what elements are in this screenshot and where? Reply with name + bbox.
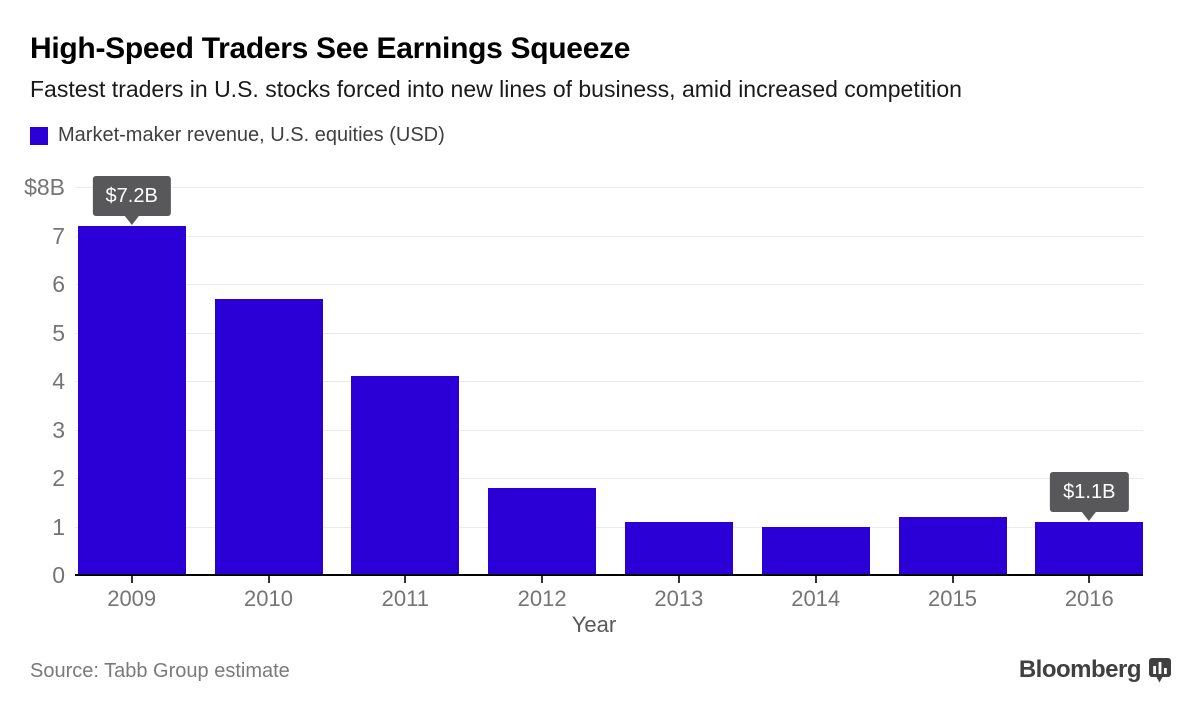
x-axis-tick	[267, 576, 270, 583]
y-axis-tick-label: 5	[52, 319, 65, 346]
gridline	[75, 478, 1143, 479]
bloomberg-chart-bubble-icon	[1149, 658, 1171, 683]
x-axis-title: Year	[571, 612, 617, 637]
value-callout: $7.2B	[92, 175, 171, 216]
y-axis-tick-label: 3	[52, 416, 65, 443]
x-axis-tick	[951, 576, 954, 583]
gridline	[75, 381, 1143, 382]
bar	[214, 298, 323, 574]
gridline	[75, 187, 1143, 188]
gridline	[75, 332, 1143, 334]
bar	[351, 376, 460, 574]
x-axis-tick	[814, 576, 817, 583]
y-axis-tick-label: 1	[52, 513, 65, 540]
x-axis-line	[75, 574, 1143, 576]
value-callout: $1.1B	[1050, 471, 1129, 512]
x-axis-tick	[404, 576, 407, 583]
y-axis-tick-label: 7	[52, 222, 65, 249]
gridline	[75, 429, 1143, 431]
bar	[761, 526, 870, 574]
bar	[1035, 521, 1144, 574]
bloomberg-logo: Bloomberg	[1019, 656, 1172, 684]
y-axis-tick-label: 6	[52, 271, 65, 297]
x-axis-tick-label: 2013	[654, 586, 704, 611]
bar	[77, 225, 186, 574]
gridline	[75, 235, 1143, 237]
x-axis-tick-label: 2014	[791, 586, 841, 611]
legend: Market-maker revenue, U.S. equities (USD…	[30, 124, 445, 147]
y-axis-tick-label: $8B	[24, 174, 65, 200]
chart-title: High-Speed Traders See Earnings Squeeze	[30, 32, 631, 65]
source-note: Source: Tabb Group estimate	[30, 660, 290, 682]
y-axis-tick-label: 2	[52, 465, 65, 491]
x-axis-tick-label: 2010	[244, 586, 293, 611]
bloomberg-wordmark: Bloomberg	[1018, 656, 1142, 683]
x-axis-tick-label: 2016	[1064, 586, 1114, 611]
bar	[898, 516, 1007, 574]
bar	[488, 487, 597, 574]
x-axis-tick	[1088, 576, 1091, 583]
gridline	[75, 284, 1143, 285]
y-axis-tick-label: 0	[52, 562, 65, 588]
chart-subtitle: Fastest traders in U.S. stocks forced in…	[30, 76, 962, 102]
x-axis-tick	[541, 576, 544, 583]
x-axis-tick-label: 2015	[928, 586, 977, 611]
y-axis-tick-label: 4	[52, 368, 65, 394]
x-axis-tick-label: 2012	[517, 586, 567, 611]
x-axis-tick	[130, 576, 133, 583]
legend-label: Market-maker revenue, U.S. equities (USD…	[58, 124, 445, 146]
x-axis-tick-label: 2011	[381, 586, 429, 611]
gridline	[75, 526, 1143, 528]
x-axis-tick	[677, 576, 680, 583]
bar	[624, 521, 733, 574]
x-axis-tick-label: 2009	[107, 586, 157, 611]
legend-swatch-icon	[30, 126, 48, 145]
